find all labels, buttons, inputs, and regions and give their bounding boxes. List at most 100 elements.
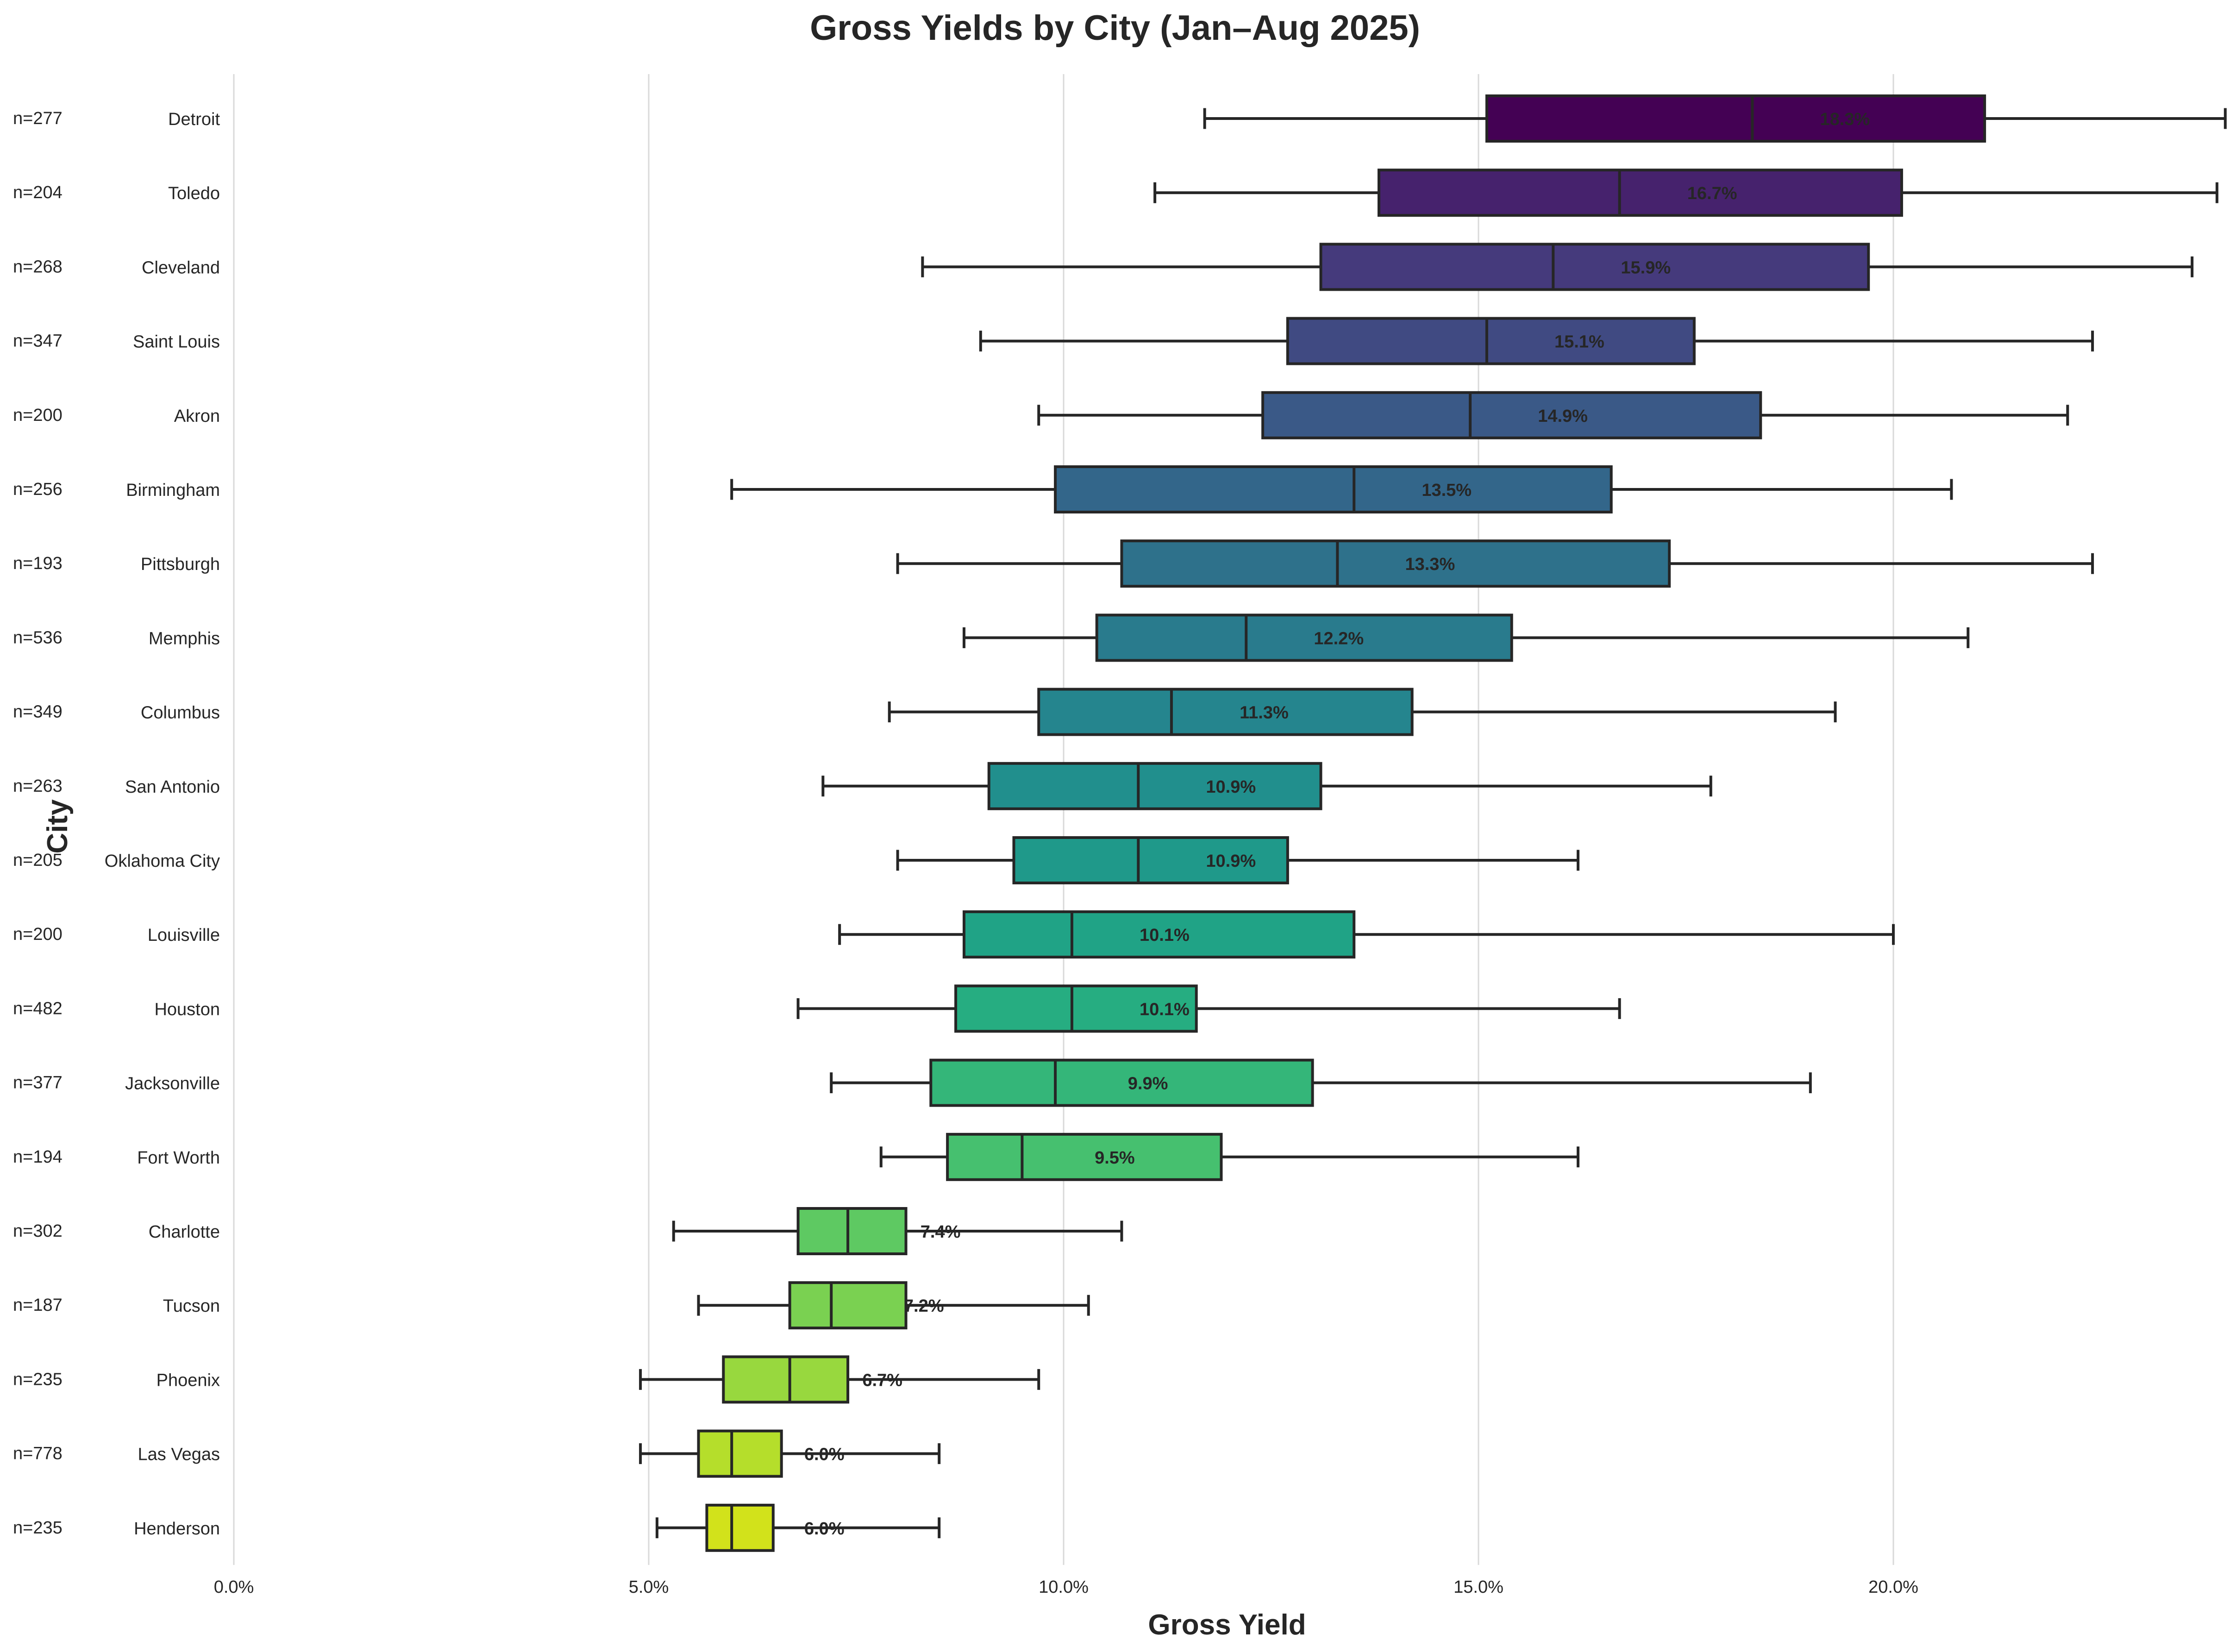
box-charlotte: 7.4% bbox=[672, 1207, 1123, 1255]
box-pittsburgh: 13.3% bbox=[896, 539, 2094, 588]
iqr-box bbox=[788, 1281, 908, 1330]
sample-count: n=268 bbox=[13, 257, 63, 276]
iqr-box bbox=[929, 1058, 1314, 1107]
box-saint-louis: 15.1% bbox=[979, 317, 2094, 365]
iqr-box bbox=[697, 1429, 783, 1478]
y-tick-label: Phoenix bbox=[157, 1370, 220, 1390]
median-label: 13.5% bbox=[1422, 481, 1472, 500]
median-label: 10.1% bbox=[1140, 926, 1190, 945]
y-tick-label: Fort Worth bbox=[137, 1148, 220, 1168]
y-tick-label: Louisville bbox=[148, 926, 220, 945]
y-tick-label: Houston bbox=[154, 1000, 220, 1019]
sample-count: n=200 bbox=[13, 925, 63, 944]
iqr-box bbox=[1095, 613, 1513, 662]
box-houston: 10.1% bbox=[796, 984, 1621, 1033]
iqr-box bbox=[1054, 465, 1613, 513]
box-cleveland: 15.9% bbox=[921, 243, 2194, 291]
sample-counts: n=277 n=204 n=268 n=347 n=200 n=256 n=193 n=536… bbox=[13, 109, 63, 1538]
y-tick-label: Oklahoma City bbox=[105, 851, 220, 871]
median-label: 7.2% bbox=[904, 1296, 944, 1316]
y-tick-label: Las Vegas bbox=[138, 1445, 220, 1464]
y-tick-label: Jacksonville bbox=[125, 1074, 220, 1094]
iqr-box bbox=[705, 1503, 775, 1552]
box-las-vegas: 6.0% bbox=[639, 1429, 941, 1478]
box-henderson: 6.0% bbox=[655, 1503, 941, 1552]
y-tick-label: Cleveland bbox=[142, 258, 220, 277]
sample-count: n=200 bbox=[13, 406, 63, 425]
iqr-box bbox=[946, 1133, 1223, 1181]
sample-count: n=302 bbox=[13, 1221, 63, 1241]
median-label: 10.9% bbox=[1206, 851, 1256, 871]
iqr-box bbox=[1012, 836, 1289, 884]
sample-count: n=482 bbox=[13, 999, 63, 1018]
iqr-box bbox=[1261, 391, 1762, 439]
iqr-box bbox=[962, 910, 1356, 959]
y-tick-label: Akron bbox=[174, 407, 220, 426]
median-label: 10.1% bbox=[1140, 1000, 1190, 1019]
iqr-box bbox=[722, 1355, 850, 1404]
iqr-box bbox=[1377, 169, 1903, 217]
box-jacksonville: 9.9% bbox=[830, 1058, 1812, 1107]
median-label: 7.4% bbox=[921, 1222, 961, 1242]
box-toledo: 16.7% bbox=[1153, 169, 2218, 217]
y-tick-label: Toledo bbox=[168, 184, 220, 203]
y-axis-label: City bbox=[42, 799, 74, 854]
sample-count: n=778 bbox=[13, 1444, 63, 1464]
y-tick-label: Memphis bbox=[149, 629, 220, 648]
sample-count: n=377 bbox=[13, 1073, 63, 1093]
box-oklahoma-city: 10.9% bbox=[896, 836, 1580, 884]
sample-count: n=204 bbox=[13, 183, 63, 202]
sample-count: n=187 bbox=[13, 1295, 63, 1315]
sample-count: n=536 bbox=[13, 628, 63, 647]
median-label: 13.3% bbox=[1405, 555, 1455, 574]
median-label: 6.7% bbox=[862, 1370, 902, 1390]
box-fort-worth: 9.5% bbox=[879, 1133, 1580, 1181]
x-axis-label: Gross Yield bbox=[1148, 1609, 1306, 1641]
x-tick-label: 20.0% bbox=[1868, 1577, 1918, 1597]
x-tick-label: 5.0% bbox=[629, 1577, 669, 1597]
iqr-box bbox=[1037, 688, 1414, 736]
median-label: 6.0% bbox=[804, 1519, 845, 1539]
median-label: 18.3% bbox=[1820, 110, 1870, 129]
median-label: 10.9% bbox=[1206, 777, 1256, 797]
y-tick-label: Saint Louis bbox=[133, 332, 220, 352]
y-tick-label: Tucson bbox=[163, 1296, 220, 1316]
box-columbus: 11.3% bbox=[888, 688, 1837, 736]
iqr-box bbox=[1286, 317, 1696, 365]
chart-title: Gross Yields by City (Jan–Aug 2025) bbox=[810, 8, 1420, 48]
y-tick-label: San Antonio bbox=[125, 777, 220, 797]
box-louisville: 10.1% bbox=[838, 910, 1895, 959]
iqr-box bbox=[1319, 243, 1870, 291]
sample-count: n=193 bbox=[13, 554, 63, 573]
x-tick-label: 0.0% bbox=[214, 1577, 254, 1597]
median-label: 6.0% bbox=[804, 1445, 845, 1464]
median-label: 11.3% bbox=[1240, 703, 1289, 723]
sample-count: n=347 bbox=[13, 332, 63, 351]
box-birmingham: 13.5% bbox=[730, 465, 1953, 513]
sample-count: n=235 bbox=[13, 1518, 63, 1538]
median-label: 15.1% bbox=[1554, 332, 1604, 352]
y-axis-ticks: Detroit Toledo Cleveland Saint Louis Akron Bi… bbox=[105, 110, 220, 1539]
y-tick-label: Charlotte bbox=[149, 1222, 220, 1242]
median-label: 16.7% bbox=[1687, 184, 1737, 203]
box-tucson: 7.2% bbox=[697, 1281, 1090, 1330]
box-memphis: 12.2% bbox=[962, 613, 1970, 662]
box-san-antonio: 10.9% bbox=[821, 762, 1712, 810]
sample-count: n=349 bbox=[13, 702, 63, 722]
median-label: 15.9% bbox=[1621, 258, 1671, 277]
sample-count: n=235 bbox=[13, 1370, 63, 1389]
x-tick-label: 15.0% bbox=[1453, 1577, 1503, 1597]
iqr-box bbox=[987, 762, 1322, 810]
x-tick-label: 10.0% bbox=[1039, 1577, 1089, 1597]
iqr-box bbox=[1120, 539, 1671, 588]
median-label: 9.9% bbox=[1128, 1074, 1168, 1094]
sample-count: n=256 bbox=[13, 480, 63, 499]
sample-count: n=194 bbox=[13, 1147, 63, 1167]
gridlines bbox=[233, 74, 1894, 1565]
y-tick-label: Columbus bbox=[141, 703, 220, 723]
y-tick-label: Detroit bbox=[168, 110, 220, 129]
y-tick-label: Pittsburgh bbox=[141, 555, 220, 574]
sample-count: n=263 bbox=[13, 776, 63, 796]
iqr-box bbox=[796, 1207, 908, 1255]
